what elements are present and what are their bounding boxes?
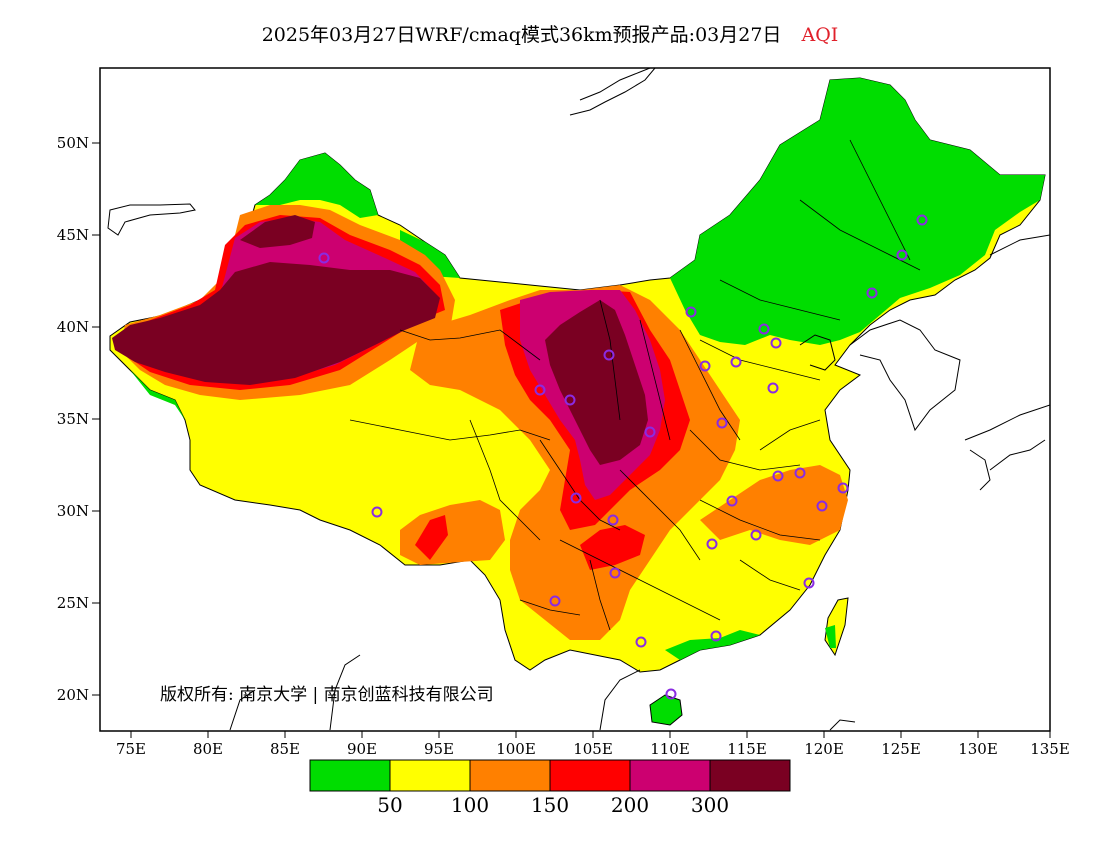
- legend-swatch: [389, 759, 471, 792]
- lat-label: 30N: [57, 502, 89, 520]
- region-green-south: [665, 630, 760, 660]
- lon-label: 135E: [1030, 740, 1070, 758]
- region-red-sichuan: [580, 525, 645, 570]
- station-marker: [716, 417, 728, 429]
- station-marker: [549, 595, 561, 607]
- station-marker: [564, 394, 576, 406]
- region-green-north: [255, 153, 378, 218]
- station-marker: [635, 636, 647, 648]
- station-marker: [318, 252, 330, 264]
- station-marker: [699, 360, 711, 372]
- region-taiwan-green: [825, 625, 836, 648]
- legend-swatch: [309, 759, 391, 792]
- lat-label: 35N: [57, 410, 89, 428]
- region-green-north-2: [400, 230, 460, 278]
- map-title: 2025年03月27日WRF/cmaq模式36km预报产品:03月27日 AQI: [0, 20, 1100, 47]
- station-marker: [607, 514, 619, 526]
- station-marker: [866, 287, 878, 299]
- legend-swatch: [549, 759, 631, 792]
- station-marker: [710, 630, 722, 642]
- station-marker: [730, 356, 742, 368]
- station-markers: [318, 214, 928, 700]
- province-borders: [349, 139, 921, 631]
- lon-label: 120E: [804, 740, 844, 758]
- legend-label: 150: [530, 793, 570, 817]
- lon-label: 85E: [270, 740, 300, 758]
- region-hazardous-central: [545, 300, 648, 465]
- lat-label: 50N: [57, 134, 89, 152]
- station-marker: [916, 214, 928, 226]
- region-taiwan: [824, 597, 849, 657]
- lon-label: 95E: [424, 740, 454, 758]
- station-marker: [816, 500, 828, 512]
- station-marker: [603, 349, 615, 361]
- station-marker: [706, 538, 718, 550]
- region-green-west: [130, 370, 185, 420]
- latitude-labels: 50N 45N 40N 35N 30N 25N 20N: [57, 134, 89, 704]
- title-main: 2025年03月27日WRF/cmaq模式36km预报产品:03月27日: [261, 24, 782, 46]
- region-red-tibet: [415, 515, 448, 560]
- station-marker: [837, 482, 849, 494]
- aqi-legend-colorbar: [309, 759, 791, 792]
- lon-label: 90E: [347, 740, 377, 758]
- station-marker: [665, 688, 677, 700]
- legend-swatch: [629, 759, 711, 792]
- copyright-text: 版权所有: 南京大学 | 南京创蓝科技有限公司: [160, 685, 494, 705]
- station-marker: [772, 470, 784, 482]
- longitude-labels: 75E 80E 85E 90E 95E 100E 105E 110E 115E …: [116, 740, 1070, 758]
- region-green-northeast: [670, 78, 1045, 345]
- lon-label: 75E: [116, 740, 146, 758]
- legend-label: 200: [610, 793, 650, 817]
- lon-label: 80E: [193, 740, 223, 758]
- station-marker: [371, 506, 383, 518]
- region-orange-east: [700, 465, 848, 545]
- lon-label: 110E: [650, 740, 690, 758]
- station-marker: [767, 382, 779, 394]
- lon-label: 100E: [496, 740, 536, 758]
- lat-label: 25N: [57, 594, 89, 612]
- station-marker: [794, 467, 806, 479]
- legend-label: 100: [450, 793, 490, 817]
- station-marker: [534, 384, 546, 396]
- map-content: [107, 68, 1050, 731]
- legend-swatch: [709, 759, 791, 792]
- lat-label: 45N: [57, 226, 89, 244]
- station-marker: [685, 306, 697, 318]
- station-marker: [758, 323, 770, 335]
- region-hazardous-north: [240, 215, 315, 248]
- title-variable: AQI: [801, 24, 839, 46]
- lon-label: 130E: [958, 740, 998, 758]
- station-marker: [770, 337, 782, 349]
- station-marker: [570, 492, 582, 504]
- lon-label: 105E: [573, 740, 613, 758]
- legend-swatch: [469, 759, 551, 792]
- latitude-axis: [92, 142, 100, 696]
- legend-label: 300: [690, 793, 730, 817]
- station-marker: [803, 577, 815, 589]
- station-marker: [726, 495, 738, 507]
- station-marker: [750, 529, 762, 541]
- lat-label: 20N: [57, 686, 89, 704]
- coastlines: [107, 68, 1050, 731]
- station-marker: [609, 567, 621, 579]
- region-hazardous-northwest: [112, 262, 440, 385]
- legend-label: 50: [377, 793, 403, 817]
- lon-label: 125E: [881, 740, 921, 758]
- lon-label: 115E: [727, 740, 767, 758]
- map-frame: [99, 67, 1051, 732]
- longitude-axis: [130, 731, 1051, 738]
- region-green-hainan: [649, 694, 683, 726]
- station-marker: [896, 249, 908, 261]
- station-marker: [644, 426, 656, 438]
- lat-label: 40N: [57, 318, 89, 336]
